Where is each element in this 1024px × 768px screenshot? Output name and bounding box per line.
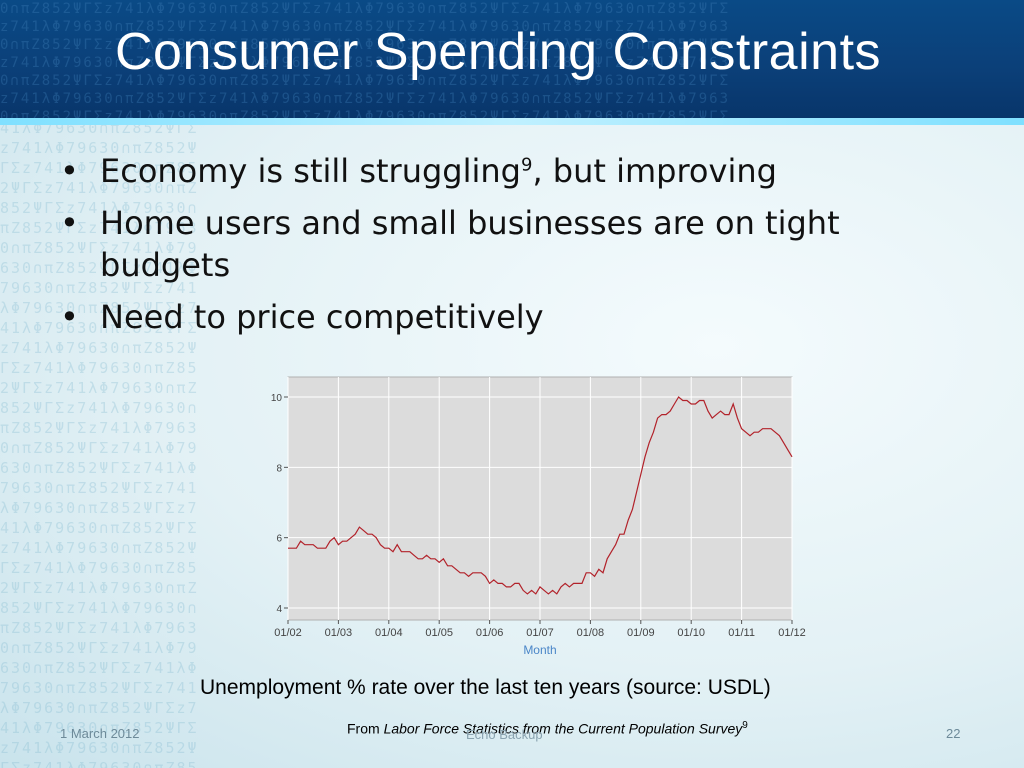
- bullet-item: • Home users and small businesses are on…: [60, 202, 880, 286]
- unemployment-line: [288, 396, 793, 595]
- bullet-dot-icon: •: [60, 298, 79, 336]
- chart-caption: Unemployment % rate over the last ten ye…: [200, 676, 771, 699]
- y-tick-label: 8: [276, 463, 282, 474]
- x-tick-label: 01/09: [627, 627, 655, 639]
- x-tick-label: 01/07: [526, 627, 554, 639]
- x-tick-label: 01/04: [375, 627, 403, 639]
- slide-header: 0∩πZ852ΨΓΣz741λΦ79630∩πZ852ΨΓΣz741λΦ7963…: [0, 0, 1024, 118]
- footer-date: 1 March 2012: [60, 726, 140, 741]
- bullet-text: Home users and small businesses are on t…: [100, 204, 840, 284]
- matrix-background-decoration: 41λΦ79630∩πZ852ΨΓΣ z741λΦ79630∩πZ852Ψ ΓΣ…: [0, 119, 199, 768]
- y-tick-label: 4: [276, 604, 282, 615]
- y-axis-ticks: 4 6 8 10: [271, 393, 288, 615]
- page-number: 22: [946, 726, 961, 741]
- bullet-item: • Need to price competitively: [60, 296, 880, 338]
- source-footnote-ref: 9: [742, 720, 748, 731]
- x-tick-label: 01/12: [778, 627, 806, 639]
- source-title: Labor Force Statistics from the Current …: [383, 720, 743, 737]
- bullet-text: Economy is still struggling: [100, 152, 521, 190]
- bullet-dot-icon: •: [60, 204, 79, 242]
- x-tick-label: 01/05: [425, 627, 453, 639]
- header-accent-line: [0, 118, 1024, 125]
- x-tick-label: 01/11: [728, 627, 755, 639]
- x-tick-label: 01/02: [274, 627, 302, 639]
- y-tick-label: 6: [276, 534, 282, 545]
- x-axis-label: Month: [523, 643, 556, 657]
- y-tick-label: 10: [271, 393, 283, 404]
- source-prefix: From: [347, 720, 384, 737]
- bullet-dot-icon: •: [60, 152, 79, 190]
- bullet-text-tail: , but improving: [532, 152, 777, 190]
- x-tick-label: 01/10: [677, 627, 705, 639]
- grid-lines: [287, 377, 793, 620]
- x-axis-ticks: 01/02 01/03 01/04 01/05 01/06 01/07 01/08 01/09…: [274, 620, 806, 639]
- bullet-text: Need to price competitively: [100, 298, 544, 336]
- source-note: From Labor Force Statistics from the Cur…: [347, 720, 748, 737]
- bullet-item: • Economy is still struggling9, but impr…: [60, 150, 880, 192]
- footer-center-text: Echo Backup: [466, 727, 543, 742]
- slide-title: Consumer Spending Constraints: [115, 23, 882, 81]
- footnote-ref: 9: [520, 154, 533, 176]
- bullet-list: • Economy is still struggling9, but impr…: [60, 150, 880, 348]
- x-tick-label: 01/06: [476, 627, 504, 639]
- header-matrix-decoration: 0∩πZ852ΨΓΣz741λΦ79630∩πZ852ΨΓΣz741λΦ7963…: [0, 1, 731, 118]
- x-tick-label: 01/08: [577, 627, 605, 639]
- x-tick-label: 01/03: [325, 627, 353, 639]
